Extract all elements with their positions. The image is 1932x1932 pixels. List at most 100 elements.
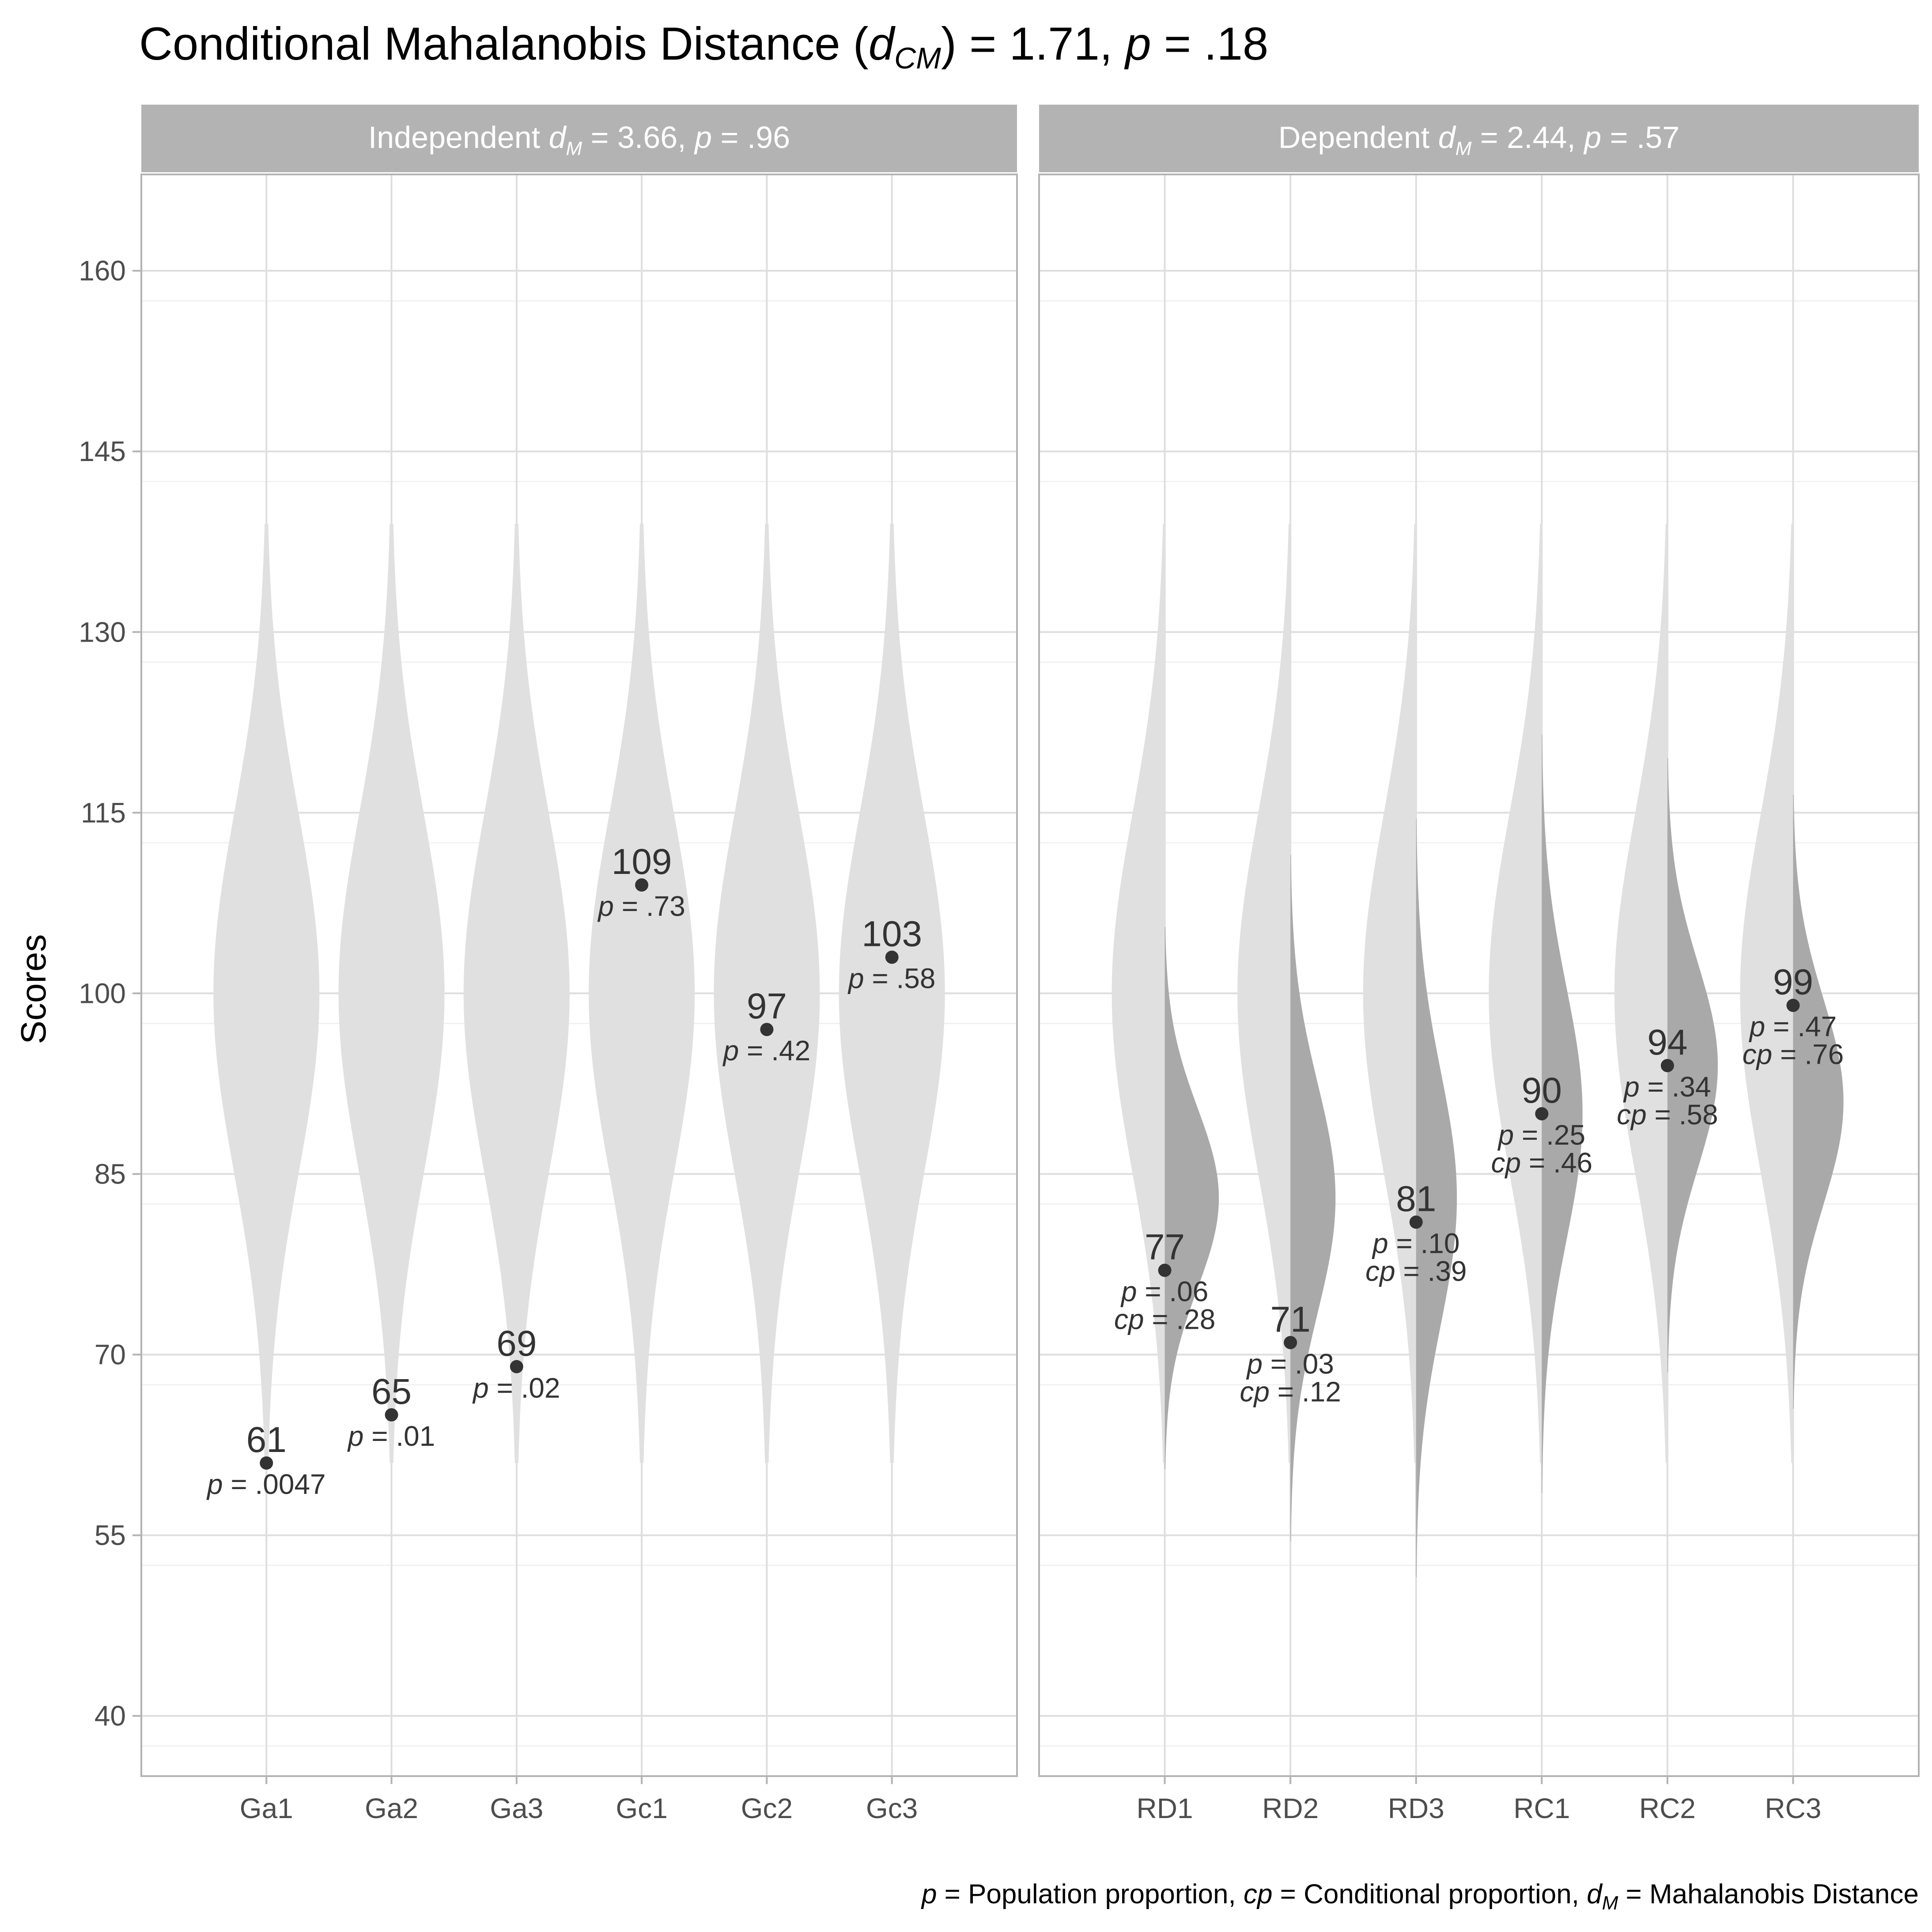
p-label: p = .0047 [206, 1468, 326, 1500]
violin-Gc3: 103 p = .58 [839, 523, 945, 1463]
violin-Gc2: 97 p = .42 [714, 523, 820, 1463]
x-tick-label: RC3 [1765, 1792, 1821, 1824]
violin-population-half [1740, 523, 1793, 1463]
x-tick-label: Gc3 [866, 1792, 918, 1824]
violin-conditional-half [1164, 927, 1219, 1469]
violin-population [213, 523, 320, 1463]
violin-population [589, 523, 695, 1463]
cp-label: cp = .39 [1365, 1255, 1467, 1287]
score-label: 61 [246, 1420, 287, 1460]
violin-conditional-half [1542, 734, 1583, 1493]
p-label: p = .25 [1497, 1119, 1586, 1151]
x-tick-label: RC2 [1639, 1792, 1696, 1824]
score-point [1284, 1336, 1297, 1350]
cp-label: cp = .12 [1240, 1376, 1341, 1407]
violin-Ga2: 65 p = .01 [338, 523, 445, 1463]
score-label: 109 [612, 842, 672, 882]
violin-population-half [1363, 523, 1416, 1463]
score-label: 99 [1773, 962, 1813, 1002]
y-tick-label: 145 [79, 435, 126, 467]
x-tick-label: Ga2 [365, 1792, 418, 1824]
y-tick-label: 130 [79, 616, 126, 648]
x-tick-label: RD2 [1262, 1792, 1319, 1824]
facet-strip-label: Independent dM = 3.66, p = .96 [368, 120, 790, 159]
score-point [385, 1408, 398, 1422]
score-label: 90 [1522, 1070, 1562, 1111]
y-tick-label: 55 [95, 1520, 126, 1551]
y-tick-label: 100 [79, 977, 126, 1009]
facet-panel-1: Independent dM = 3.66, p = .96 61 p = .004… [140, 105, 1018, 1824]
cp-label: cp = .58 [1617, 1099, 1718, 1130]
score-label: 71 [1270, 1299, 1311, 1339]
violin-conditional-half [1290, 854, 1336, 1542]
p-label: p = .47 [1749, 1011, 1837, 1043]
p-label: p = .34 [1623, 1071, 1711, 1103]
p-label: p = .73 [597, 890, 685, 922]
violin-population-half [1237, 523, 1291, 1463]
score-label: 103 [862, 914, 922, 954]
violin-conditional-half [1416, 818, 1457, 1578]
y-tick-label: 70 [95, 1339, 126, 1371]
score-point [1786, 998, 1800, 1012]
score-point [510, 1360, 523, 1373]
score-point [1409, 1215, 1423, 1229]
p-label: p = .01 [347, 1420, 435, 1452]
violin-Ga3: 69 p = .02 [463, 523, 570, 1463]
y-tick-label: 160 [79, 255, 126, 287]
violin-population-half [1489, 523, 1542, 1463]
violin-population [839, 523, 945, 1463]
violin-population [463, 523, 570, 1463]
score-label: 94 [1647, 1022, 1687, 1062]
p-label: p = .42 [722, 1035, 811, 1066]
violin-conditional-half [1667, 758, 1718, 1373]
cp-label: cp = .28 [1114, 1304, 1216, 1335]
facet-strip [1039, 105, 1919, 172]
x-tick-label: Gc2 [741, 1792, 793, 1824]
violin-population [338, 523, 445, 1463]
y-tick-label: 115 [81, 797, 126, 828]
score-point [1535, 1107, 1549, 1121]
cp-label: cp = .76 [1743, 1039, 1844, 1070]
chart-title: Conditional Mahalanobis Distance (dCM) =… [139, 18, 1268, 75]
p-label: p = .06 [1120, 1276, 1209, 1308]
violin-population-half [1112, 523, 1165, 1463]
violin-Gc1: 109 p = .73 [589, 523, 695, 1463]
violin-conditional-half [1793, 794, 1844, 1409]
p-label: p = .02 [472, 1372, 560, 1404]
x-tick-label: Ga3 [490, 1792, 543, 1824]
panel-border [140, 174, 1018, 1777]
score-label: 65 [371, 1372, 412, 1412]
panels: 40 55 70 85 100 115 130 145 160 Independent dM = … [79, 105, 1920, 1824]
p-label: p = .10 [1372, 1228, 1460, 1259]
score-point [260, 1456, 273, 1470]
x-tick-label: RD3 [1388, 1792, 1444, 1824]
x-tick-label: Ga1 [240, 1792, 293, 1824]
panel-border [1038, 174, 1920, 1777]
violin-Ga1: 61 p = .0047 [206, 523, 326, 1500]
facet-strip-label: Dependent dM = 2.44, p = .57 [1278, 120, 1680, 159]
violin-population [714, 523, 820, 1463]
score-point [885, 950, 899, 964]
score-label: 77 [1145, 1227, 1185, 1267]
violin-population-half [1614, 523, 1667, 1463]
x-tick-label: RC1 [1513, 1792, 1570, 1824]
score-point [1158, 1263, 1172, 1277]
score-point [635, 878, 649, 892]
score-point [1660, 1059, 1674, 1073]
y-axis-label: Scores [14, 934, 53, 1044]
x-tick-label: Gc1 [616, 1792, 667, 1824]
y-tick-label: 85 [95, 1158, 126, 1190]
p-label: p = .58 [847, 963, 936, 994]
p-label: p = .03 [1246, 1348, 1334, 1380]
facet-strip [141, 105, 1017, 172]
chart-caption: p = Population proportion, cp = Conditio… [921, 1879, 1919, 1914]
cp-label: cp = .46 [1491, 1147, 1593, 1179]
score-label: 69 [496, 1323, 537, 1364]
